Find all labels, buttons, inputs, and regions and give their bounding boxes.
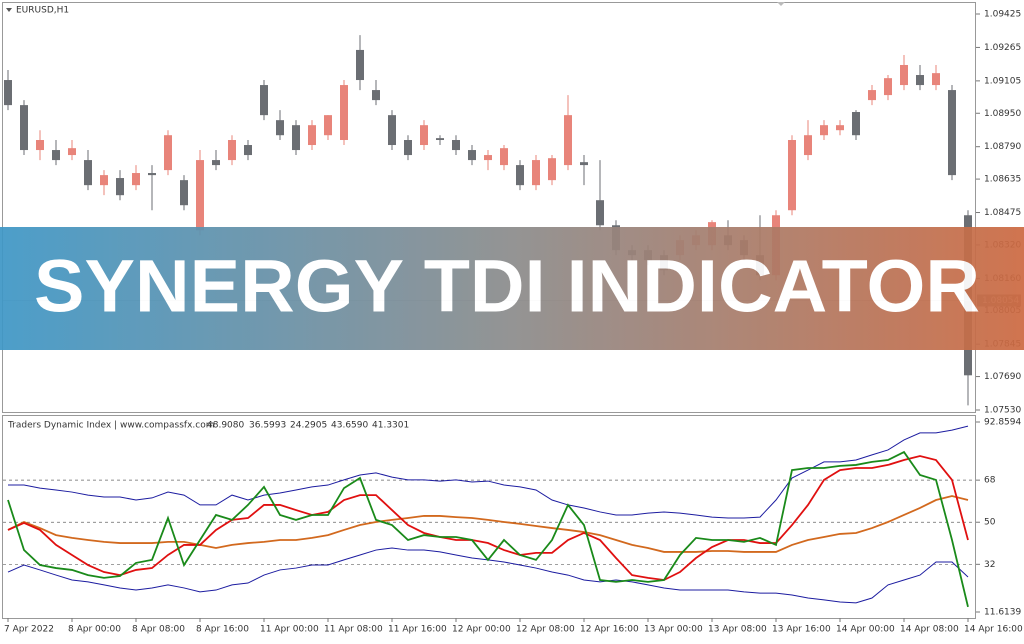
x-tick-label: 13 Apr 08:00 xyxy=(708,625,767,635)
candle-body xyxy=(932,73,940,86)
candle-body xyxy=(468,150,476,161)
candle-body xyxy=(36,140,44,151)
candle-body xyxy=(404,140,412,156)
candle-body xyxy=(116,178,124,196)
candle-body xyxy=(132,173,140,186)
candle-body xyxy=(4,80,12,106)
candle-body xyxy=(548,158,556,181)
x-tick-label: 11 Apr 16:00 xyxy=(388,625,447,635)
x-tick-label: 14 Apr 08:00 xyxy=(900,625,959,635)
indicator-line xyxy=(8,425,969,519)
x-tick-label: 13 Apr 16:00 xyxy=(772,625,831,635)
candle-body xyxy=(532,160,540,186)
candle-body xyxy=(436,138,444,141)
indicator-value: 36.5993 xyxy=(249,421,286,431)
candle-body xyxy=(292,125,300,151)
x-tick-label: 12 Apr 00:00 xyxy=(452,625,511,635)
indicator-line xyxy=(7,450,969,608)
symbol-title: EURUSD,H1 xyxy=(16,6,69,16)
x-tick-label: 7 Apr 2022 xyxy=(4,625,54,635)
candle-body xyxy=(388,115,396,146)
banner-title: SYNERGY TDI INDICATOR xyxy=(34,245,980,328)
candle-body xyxy=(228,140,236,161)
x-tick-label: 12 Apr 16:00 xyxy=(580,625,639,635)
candle-body xyxy=(100,175,108,186)
candle-body xyxy=(148,173,156,176)
candle-body xyxy=(868,90,876,101)
candle-body xyxy=(308,125,316,146)
candle-body xyxy=(164,135,172,171)
candle-body xyxy=(884,78,892,96)
y-tick-label: 1.08790 xyxy=(984,142,1021,152)
indicator-title: Traders Dynamic Index | www.compassfx.co… xyxy=(7,421,215,431)
candle-body xyxy=(356,49,364,81)
indicator-value: 24.2905 xyxy=(290,421,327,431)
indicator-panel xyxy=(2,415,976,619)
price-panel xyxy=(2,2,976,413)
candle-body xyxy=(580,162,588,166)
candle-body xyxy=(484,155,492,161)
candle-body xyxy=(20,105,28,151)
candle-body xyxy=(804,135,812,156)
indicator-line xyxy=(7,495,969,553)
x-tick-label: 12 Apr 08:00 xyxy=(516,625,575,635)
y-tick-label: 92.8594 xyxy=(984,418,1021,428)
x-tick-label: 8 Apr 00:00 xyxy=(68,625,121,635)
candle-body xyxy=(788,140,796,211)
x-tick-label: 8 Apr 16:00 xyxy=(196,625,249,635)
y-tick-label: 1.09265 xyxy=(984,43,1021,53)
candle-body xyxy=(180,180,188,206)
shift-marker xyxy=(777,2,785,6)
candle-body xyxy=(420,125,428,146)
y-tick-label: 50 xyxy=(984,518,996,528)
y-tick-label: 32 xyxy=(984,560,995,570)
candle-body xyxy=(260,85,268,116)
y-tick-label: 68 xyxy=(984,476,996,486)
y-tick-label: 1.08635 xyxy=(984,175,1021,185)
candle-body xyxy=(324,115,332,136)
banner: SYNERGY TDI INDICATOR xyxy=(0,227,1024,350)
x-tick-label: 11 Apr 08:00 xyxy=(324,625,383,635)
x-tick-label: 13 Apr 00:00 xyxy=(644,625,703,635)
y-tick-label: 1.09425 xyxy=(984,10,1021,20)
candle-body xyxy=(244,145,252,156)
y-tick-label: 1.09105 xyxy=(984,76,1021,86)
candle-body xyxy=(596,200,604,226)
x-tick-label: 11 Apr 00:00 xyxy=(260,625,319,635)
x-tick-label: 14 Apr 16:00 xyxy=(964,625,1023,635)
y-tick-label: 11.6139 xyxy=(984,608,1021,618)
candle-body xyxy=(564,115,572,166)
candle-body xyxy=(836,125,844,131)
candle-body xyxy=(372,90,380,101)
x-tick-label: 14 Apr 00:00 xyxy=(836,625,895,635)
y-tick-label: 1.08475 xyxy=(984,208,1021,218)
candle-body xyxy=(68,148,76,156)
candle-body xyxy=(196,160,204,231)
indicator-value: 41.3301 xyxy=(372,421,409,431)
y-tick-label: 1.07690 xyxy=(984,372,1021,382)
candle-body xyxy=(820,125,828,136)
candle-body xyxy=(900,64,908,86)
candle-body xyxy=(212,160,220,166)
y-tick-label: 1.08950 xyxy=(984,109,1021,119)
banner-band xyxy=(0,227,1024,350)
candle-body xyxy=(852,112,860,136)
x-tick-label: 8 Apr 08:00 xyxy=(132,625,185,635)
y-tick-label: 1.07530 xyxy=(984,406,1021,416)
indicator-line xyxy=(7,455,969,581)
candle-body xyxy=(516,165,524,186)
menu-arrow[interactable] xyxy=(6,8,12,12)
candle-body xyxy=(52,150,60,161)
candle-body xyxy=(276,120,284,136)
candle-body xyxy=(84,160,92,186)
candle-body xyxy=(452,140,460,151)
candle-body xyxy=(340,85,348,141)
indicator-value: 43.6590 xyxy=(331,421,368,431)
indicator-value: 48.9080 xyxy=(207,421,244,431)
candle-body xyxy=(948,90,956,176)
candle-body xyxy=(500,148,508,166)
candle-body xyxy=(916,75,924,86)
